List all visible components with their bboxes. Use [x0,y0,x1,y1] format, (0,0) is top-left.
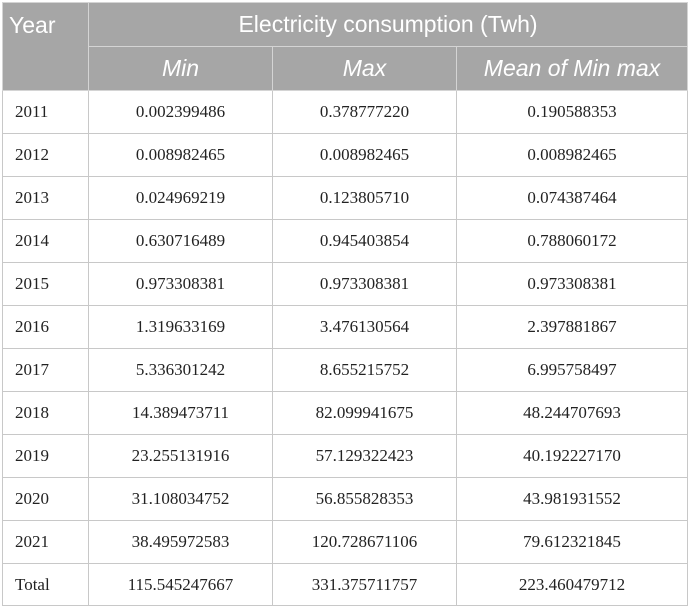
max-cell: 57.129322423 [272,434,457,478]
min-cell: 0.002399486 [88,90,273,134]
max-cell: 82.099941675 [272,391,457,435]
min-cell: 23.255131916 [88,434,273,478]
table-row: 2012 0.008982465 0.008982465 0.008982465 [2,133,688,177]
mean-cell: 6.995758497 [456,348,688,392]
year-cell: 2011 [2,90,89,134]
max-column-header: Max [272,46,457,91]
min-cell: 31.108034752 [88,477,273,521]
min-column-header: Min [88,46,273,91]
max-cell: 120.728671106 [272,520,457,564]
max-cell: 8.655215752 [272,348,457,392]
max-cell: 56.855828353 [272,477,457,521]
year-cell: 2017 [2,348,89,392]
mean-cell: 0.190588353 [456,90,688,134]
year-cell: 2021 [2,520,89,564]
total-row: Total 115.545247667 331.375711757 223.46… [2,563,688,606]
table-body: 2011 0.002399486 0.378777220 0.190588353… [2,90,688,606]
min-cell: 1.319633169 [88,305,273,349]
mean-cell: 0.973308381 [456,262,688,306]
year-cell: 2015 [2,262,89,306]
min-cell: 5.336301242 [88,348,273,392]
total-mean-cell: 223.460479712 [456,563,688,606]
table-row: 2015 0.973308381 0.973308381 0.973308381 [2,262,688,306]
max-cell: 3.476130564 [272,305,457,349]
mean-cell: 48.244707693 [456,391,688,435]
table-row: 2021 38.495972583 120.728671106 79.61232… [2,520,688,564]
total-min-cell: 115.545247667 [88,563,273,606]
year-cell: 2016 [2,305,89,349]
year-column-header: Year [2,2,89,91]
min-cell: 14.389473711 [88,391,273,435]
min-cell: 0.024969219 [88,176,273,220]
year-cell: 2018 [2,391,89,435]
table-row: 2018 14.389473711 82.099941675 48.244707… [2,391,688,435]
mean-cell: 0.788060172 [456,219,688,263]
min-cell: 0.973308381 [88,262,273,306]
max-cell: 0.123805710 [272,176,457,220]
mean-cell: 0.008982465 [456,133,688,177]
mean-cell: 0.074387464 [456,176,688,220]
year-cell: 2013 [2,176,89,220]
electricity-consumption-header: Electricity consumption (Twh) [88,2,688,47]
mean-cell: 40.192227170 [456,434,688,478]
max-cell: 0.945403854 [272,219,457,263]
table-row: 2016 1.319633169 3.476130564 2.397881867 [2,305,688,349]
mean-column-header: Mean of Min max [456,46,688,91]
header-row-subcolumns: Min Max Mean of Min max [3,46,688,91]
year-cell: 2019 [2,434,89,478]
mean-cell: 2.397881867 [456,305,688,349]
max-cell: 0.378777220 [272,90,457,134]
table-row: 2017 5.336301242 8.655215752 6.995758497 [2,348,688,392]
mean-cell: 79.612321845 [456,520,688,564]
total-max-cell: 331.375711757 [272,563,457,606]
min-cell: 0.630716489 [88,219,273,263]
table-row: 2014 0.630716489 0.945403854 0.788060172 [2,219,688,263]
total-label-cell: Total [2,563,89,606]
year-cell: 2020 [2,477,89,521]
table-row: 2013 0.024969219 0.123805710 0.074387464 [2,176,688,220]
table-row: 2020 31.108034752 56.855828353 43.981931… [2,477,688,521]
year-cell: 2014 [2,219,89,263]
header-row-group: Year Electricity consumption (Twh) [2,2,688,91]
max-cell: 0.008982465 [272,133,457,177]
min-cell: 0.008982465 [88,133,273,177]
min-cell: 38.495972583 [88,520,273,564]
year-cell: 2012 [2,133,89,177]
max-cell: 0.973308381 [272,262,457,306]
mean-cell: 43.981931552 [456,477,688,521]
table-row: 2011 0.002399486 0.378777220 0.190588353 [2,90,688,134]
table-row: 2019 23.255131916 57.129322423 40.192227… [2,434,688,478]
